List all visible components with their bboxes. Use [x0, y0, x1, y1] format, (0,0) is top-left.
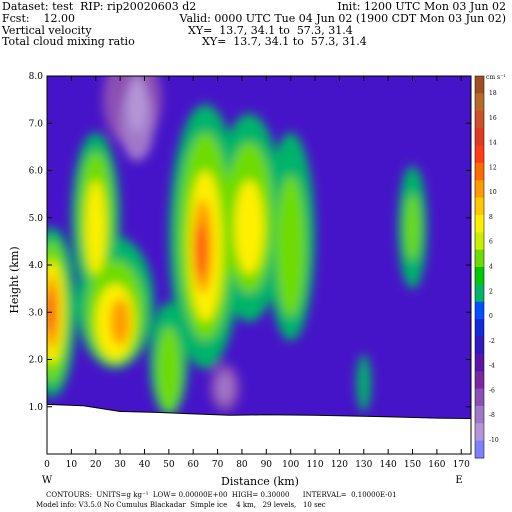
init-label: Init: 1200 UTC Mon 03 Jun 02	[337, 0, 506, 13]
field-contour-region	[405, 194, 420, 261]
colorbar-label: 8	[489, 214, 493, 221]
colorbar-swatch	[475, 336, 484, 355]
y-tick-label: 6.0	[29, 167, 44, 177]
x-tick-label: 60	[187, 460, 199, 470]
colorbar-label: -8	[489, 412, 495, 419]
x-tick-label: 0	[44, 460, 50, 470]
x-tick-label: 140	[380, 460, 397, 470]
colorbar-swatch	[475, 180, 484, 199]
field2-xy-label: XY= 13.7, 34.1 to 57.3, 31.4	[202, 35, 367, 48]
model-info: Model info: V3.5.0 No Cumulus Blackadar …	[36, 501, 326, 509]
colorbar-unit: cm s⁻¹	[486, 74, 506, 81]
colorbar-label: 14	[489, 140, 497, 147]
x-tick-label: 130	[355, 460, 372, 470]
y-axis-label: Height (km)	[8, 246, 21, 313]
colorbar-label: 6	[489, 239, 493, 246]
y-tick-label: 3.0	[29, 308, 44, 318]
x-tick-label: 70	[212, 460, 224, 470]
colorbar-label: 4	[489, 264, 493, 271]
field-contour-region	[356, 354, 372, 412]
x-tick-label: 100	[282, 460, 299, 470]
y-tick-label: 2.0	[29, 356, 44, 366]
colorbar-swatch	[475, 284, 484, 303]
valid-label: Valid: 0000 UTC Tue 04 Jun 02 (1900 CDT …	[179, 12, 506, 25]
west-end-label: W	[42, 475, 53, 486]
fcst-label: Fcst: 12.00	[2, 12, 76, 25]
dataset-label: Dataset: test RIP: rip20020603 d2	[2, 0, 197, 13]
colorbar-label: 0	[489, 313, 493, 320]
y-tick-label: 5.0	[29, 214, 44, 224]
colorbar-swatch	[475, 319, 484, 337]
x-axis: 0 10 20 30 40 50 60 70 80 90 100 110 120 130 140 150 160…	[44, 76, 470, 470]
field-contour-region	[234, 179, 264, 275]
field-contour-region	[85, 179, 106, 275]
x-tick-label: 120	[331, 460, 348, 470]
colorbar-label: 12	[489, 164, 497, 171]
x-tick-label: 80	[236, 460, 248, 470]
colorbar-label: -4	[489, 363, 495, 370]
field1-xy-label: XY= 13.7, 34.1 to 57.3, 31.4	[188, 24, 353, 37]
x-tick-label: 150	[404, 460, 421, 470]
colorbar-swatch	[475, 197, 484, 216]
colorbar-swatch	[475, 249, 484, 268]
colorbar-swatch	[475, 353, 484, 372]
field-contour-region	[127, 76, 147, 133]
x-tick-label: 20	[90, 460, 102, 470]
y-tick-label: 1.0	[29, 403, 44, 413]
colorbar-swatch	[475, 145, 484, 164]
y-tick-label: 4.0	[29, 261, 44, 271]
colorbar-label: -10	[489, 437, 499, 444]
colorbar-label: 16	[489, 115, 497, 122]
colorbar-swatch	[475, 128, 484, 146]
colorbar: 18 16 14 12 10 8 6 4 2 0 -2 -4 -6 -8 -10	[474, 75, 499, 459]
colorbar-swatch	[475, 405, 484, 424]
east-end-label: E	[455, 475, 462, 486]
x-tick-label: 10	[66, 460, 78, 470]
colorbar-swatch	[475, 232, 484, 251]
colorbar-swatch	[475, 388, 484, 407]
x-tick-label: 110	[306, 460, 323, 470]
colorbar-swatch	[475, 162, 484, 181]
shaded-field	[47, 76, 428, 417]
field1-label: Vertical velocity	[2, 24, 92, 37]
field-contour-region	[110, 298, 130, 346]
colorbar-swatch	[475, 214, 484, 233]
colorbar-label: -6	[489, 387, 495, 394]
colorbar-swatch	[475, 76, 484, 94]
x-tick-label: 170	[453, 460, 470, 470]
x-tick-label: 40	[139, 460, 151, 470]
x-tick-label: 160	[428, 460, 445, 470]
field-contour-region	[156, 326, 182, 412]
field-contour-region	[217, 373, 233, 403]
colorbar-swatch	[475, 440, 484, 459]
colorbar-swatch	[475, 371, 484, 390]
y-axis: 1.0 2.0 3.0 4.0 5.0 6.0 7.0 8.0	[29, 72, 471, 413]
y-tick-label: 8.0	[29, 72, 44, 82]
contours-info: CONTOURS: UNITS=g kg⁻¹ LOW= 0.00000E+00 …	[46, 491, 397, 499]
colorbar-frame	[474, 75, 485, 459]
colorbar-label: 10	[489, 189, 497, 196]
colorbar-label: -2	[489, 338, 495, 345]
colorbar-swatch	[475, 110, 484, 129]
colorbar-swatch	[475, 267, 484, 285]
colorbar-swatch	[475, 301, 484, 320]
colorbar-swatch	[475, 423, 484, 442]
field-contour-region	[276, 175, 306, 317]
y-tick-label: 7.0	[29, 119, 44, 129]
x-tick-label: 90	[261, 460, 273, 470]
x-tick-label: 50	[163, 460, 175, 470]
colorbar-label: 18	[489, 90, 497, 97]
field2-label: Total cloud mixing ratio	[2, 35, 135, 48]
colorbar-label: 2	[489, 288, 493, 295]
colorbar-swatch	[475, 93, 484, 112]
x-axis-label: Distance (km)	[221, 475, 299, 488]
x-tick-label: 30	[114, 460, 126, 470]
field-contour-region	[195, 222, 206, 280]
